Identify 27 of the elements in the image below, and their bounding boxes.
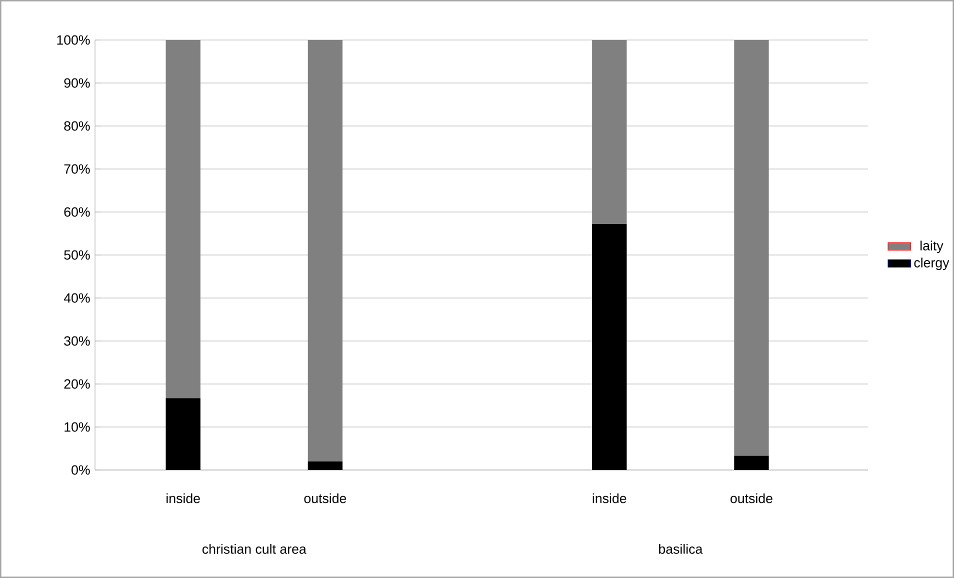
legend-label: laity (920, 240, 944, 254)
bar (166, 40, 200, 398)
y-tick-label: 40% (64, 293, 90, 303)
x-tick-label: inside (592, 493, 626, 504)
y-tick-label: 60% (64, 207, 90, 217)
bar (592, 224, 627, 470)
y-tick-label: 10% (64, 422, 90, 432)
y-tick-label: 0% (72, 465, 90, 475)
x-tick-label: outside (304, 493, 346, 504)
bar (734, 40, 769, 456)
bar (734, 456, 769, 470)
y-tick-label: 50% (64, 250, 90, 260)
y-tick-label: 70% (64, 164, 90, 174)
y-tick-label: 100% (57, 35, 90, 45)
y-tick-label: 30% (64, 336, 90, 346)
bar (308, 40, 343, 462)
text: christian cult area (202, 544, 306, 554)
x-tick-label: inside (166, 493, 200, 504)
y-tick-label: 20% (64, 379, 90, 389)
y-tick-label: 90% (64, 78, 90, 88)
bar (166, 398, 200, 470)
bar (308, 461, 343, 470)
legend-label: clergy (914, 258, 950, 270)
bar (592, 40, 627, 224)
text: basilica (659, 544, 703, 554)
y-tick-label: 80% (64, 121, 90, 131)
x-tick-label: outside (730, 493, 772, 504)
